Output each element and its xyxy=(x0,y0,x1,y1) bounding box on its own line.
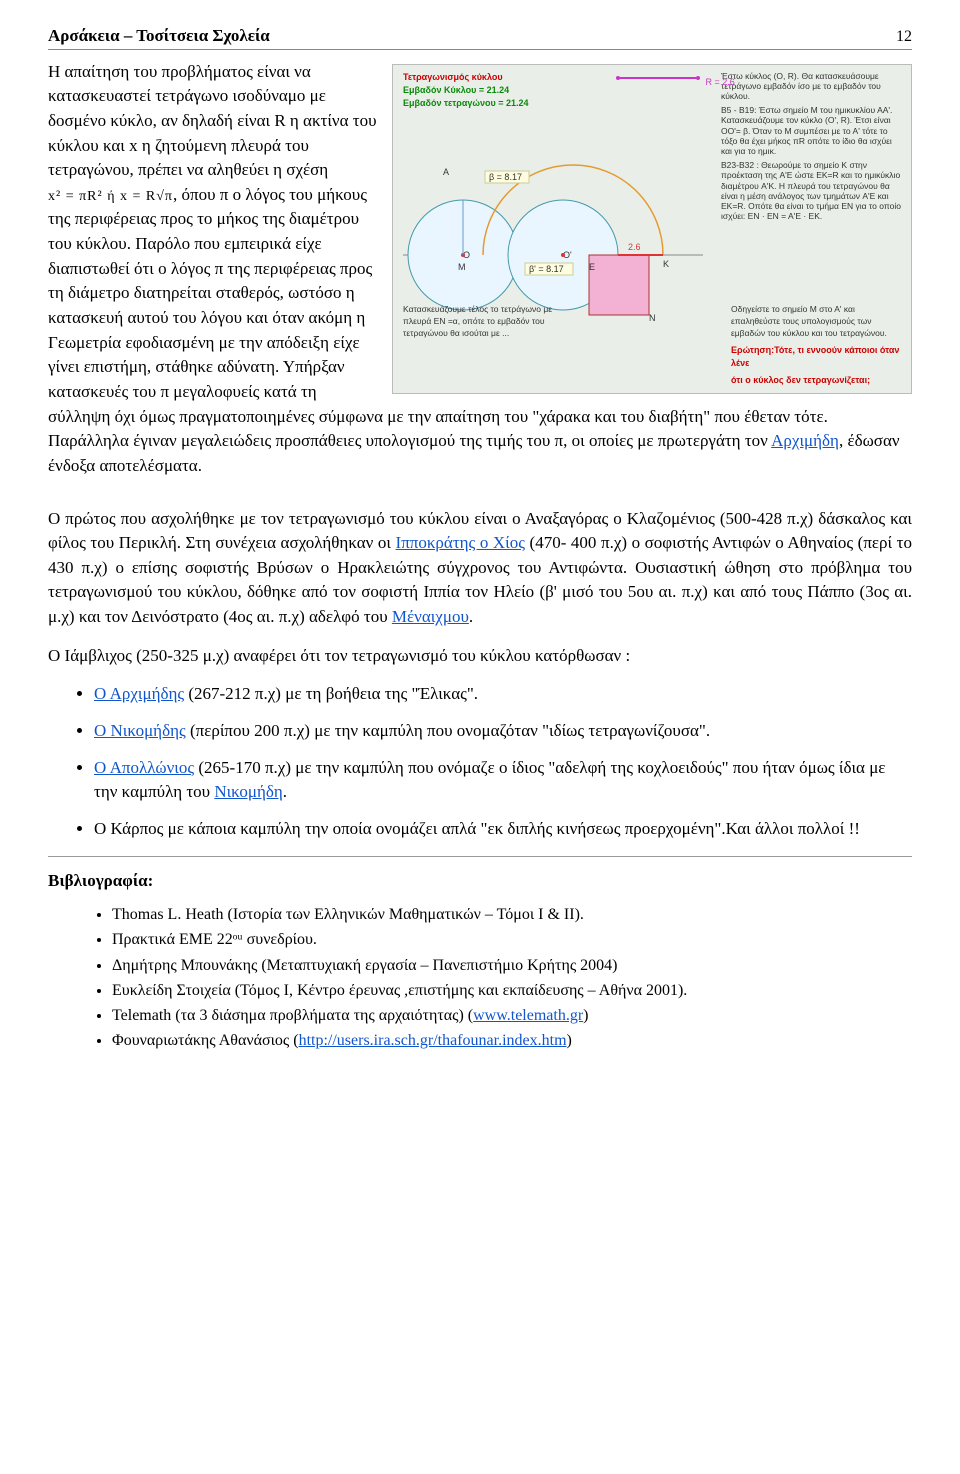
figure-svg: O O' A 2.6 K M E N β = 8.17 β' = 8.17 xyxy=(403,115,703,325)
svg-text:2.6: 2.6 xyxy=(628,242,641,252)
list-item: Ο Κάρπος με κάποια καμπύλη την οποία ονο… xyxy=(94,817,912,842)
archimedes-link-2[interactable]: Ο Αρχιμήδης xyxy=(94,684,184,703)
separator xyxy=(48,856,912,857)
header-title: Αρσάκεια – Τοσίτσεια Σχολεία xyxy=(48,24,270,49)
svg-text:E: E xyxy=(589,262,595,272)
svg-text:β = 8.17: β = 8.17 xyxy=(489,172,522,182)
intro-text-1: Η απαίτηση του προβλήματος είναι να κατα… xyxy=(48,62,377,180)
r-label: R = 2.6 xyxy=(706,77,735,87)
bibliography-list: Thomas L. Heath (Ιστορία των Ελληνικών Μ… xyxy=(112,903,912,1052)
telemath-link[interactable]: www.telemath.gr xyxy=(473,1007,583,1024)
fig-caption-3: B23-B32 : Θεωρούμε το σημείο K στην προέ… xyxy=(721,160,901,221)
hippocrates-link[interactable]: Ιπποκράτης ο Χίος xyxy=(396,533,525,552)
figure-box: Τετραγωνισμός κύκλου Εμβαδόν Κύκλου = 21… xyxy=(392,64,912,394)
list-item: Ο Απολλώνιος (265-170 π.χ) με την καμπύλ… xyxy=(94,756,912,805)
fig-area-circle: Εμβαδόν Κύκλου = 21.24 xyxy=(403,84,529,97)
intro-formula: x² = πR² ή x = R√π xyxy=(48,189,173,204)
bibliography-heading: Βιβλιογραφία: xyxy=(48,869,912,894)
svg-text:M: M xyxy=(458,262,466,272)
fig-question-2: ότι ο κύκλος δεν τετραγωνίζεται; xyxy=(731,374,901,387)
nicomedes-link-2[interactable]: Νικομήδη xyxy=(214,782,282,801)
paragraph-2: Ο πρώτος που ασχολήθηκε με τον τετραγωνι… xyxy=(48,507,912,630)
fig-caption-2: B5 - B19: Έστω σημείο M του ημικυκλίου Α… xyxy=(721,105,901,156)
fig-caption-1: Έστω κύκλος (O, R). Θα κατασκευάσουμε τε… xyxy=(721,71,901,102)
svg-text:β' = 8.17: β' = 8.17 xyxy=(529,264,564,274)
menaechmus-link[interactable]: Μέναιχμου xyxy=(392,607,469,626)
fig-bottom-left: Κατασκευάζουμε τέλος το τετράγωνο με πλε… xyxy=(403,303,573,387)
bib-item: Φουναριωτάκης Αθανάσιος (http://users.ir… xyxy=(112,1029,912,1052)
achievers-list: Ο Αρχιμήδης (267-212 π.χ) με τη βοήθεια … xyxy=(94,682,912,841)
fig-area-square: Εμβαδόν τετραγώνου = 21.24 xyxy=(403,97,529,110)
bib-item: Thomas L. Heath (Ιστορία των Ελληνικών Μ… xyxy=(112,903,912,926)
thafounar-link[interactable]: http://users.ira.sch.gr/thafounar.index.… xyxy=(299,1032,567,1049)
apollonius-link[interactable]: Ο Απολλώνιος xyxy=(94,758,194,777)
fig-question-1: Ερώτηση:Τότε, τι εννοούν κάποιοι όταν λέ… xyxy=(731,344,901,370)
page-header: Αρσάκεια – Τοσίτσεια Σχολεία 12 xyxy=(48,24,912,50)
list-item: Ο Νικομήδης (περίπου 200 π.χ) με την καμ… xyxy=(94,719,912,744)
fig-bottom-right: Οδηγείστε το σημείο Μ στο Α' και επαληθε… xyxy=(731,303,901,340)
bib-item: Telemath (τα 3 διάσημα προβλήματα της αρ… xyxy=(112,1004,912,1027)
paragraph-3: Ο Ιάμβλιχος (250-325 μ.χ) αναφέρει ότι τ… xyxy=(48,644,912,669)
fig-title: Τετραγωνισμός κύκλου xyxy=(403,71,529,84)
archimedes-link[interactable]: Αρχιμήδη xyxy=(771,431,839,450)
bib-item: Πρακτικά ΕΜΕ 22ᵒᵘ συνεδρίου. xyxy=(112,928,912,951)
p2-t3: . xyxy=(469,607,473,626)
svg-text:A: A xyxy=(443,167,449,177)
list-item: Ο Αρχιμήδης (267-212 π.χ) με τη βοήθεια … xyxy=(94,682,912,707)
nicomedes-link[interactable]: Ο Νικομήδης xyxy=(94,721,186,740)
page-number: 12 xyxy=(896,25,912,48)
bib-item: Δημήτρης Μπουνάκης (Μεταπτυχιακή εργασία… xyxy=(112,954,912,977)
bib-item: Ευκλείδη Στοιχεία (Τόμος Ι, Κέντρο έρευν… xyxy=(112,979,912,1002)
svg-text:K: K xyxy=(663,259,669,269)
